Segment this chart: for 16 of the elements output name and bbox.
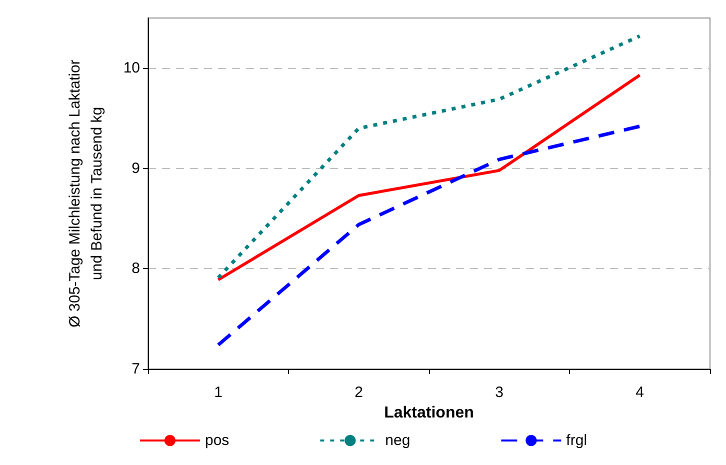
x-tick-label: 2 (354, 384, 363, 401)
x-tick-label: 1 (214, 384, 222, 401)
y-tick-label: 7 (132, 360, 140, 378)
y-axis-title: Ø 305-Tage Milchleistung nach Laktatior und Befund in Tausend kg (66, 60, 106, 328)
legend-label: neg (385, 432, 410, 449)
x-tick-label: 3 (495, 384, 504, 401)
legend-label: pos (204, 432, 230, 449)
x-tick-label: 4 (636, 384, 644, 401)
x-axis-title: Laktationen (384, 404, 474, 422)
y-tick-label: 9 (132, 160, 140, 177)
line-series (216, 34, 642, 280)
line-series (216, 74, 642, 282)
y-tick-label: 10 (123, 60, 140, 77)
line-series (216, 124, 642, 347)
legend-label: frgl (566, 432, 588, 449)
y-tick-label: 8 (132, 260, 140, 278)
